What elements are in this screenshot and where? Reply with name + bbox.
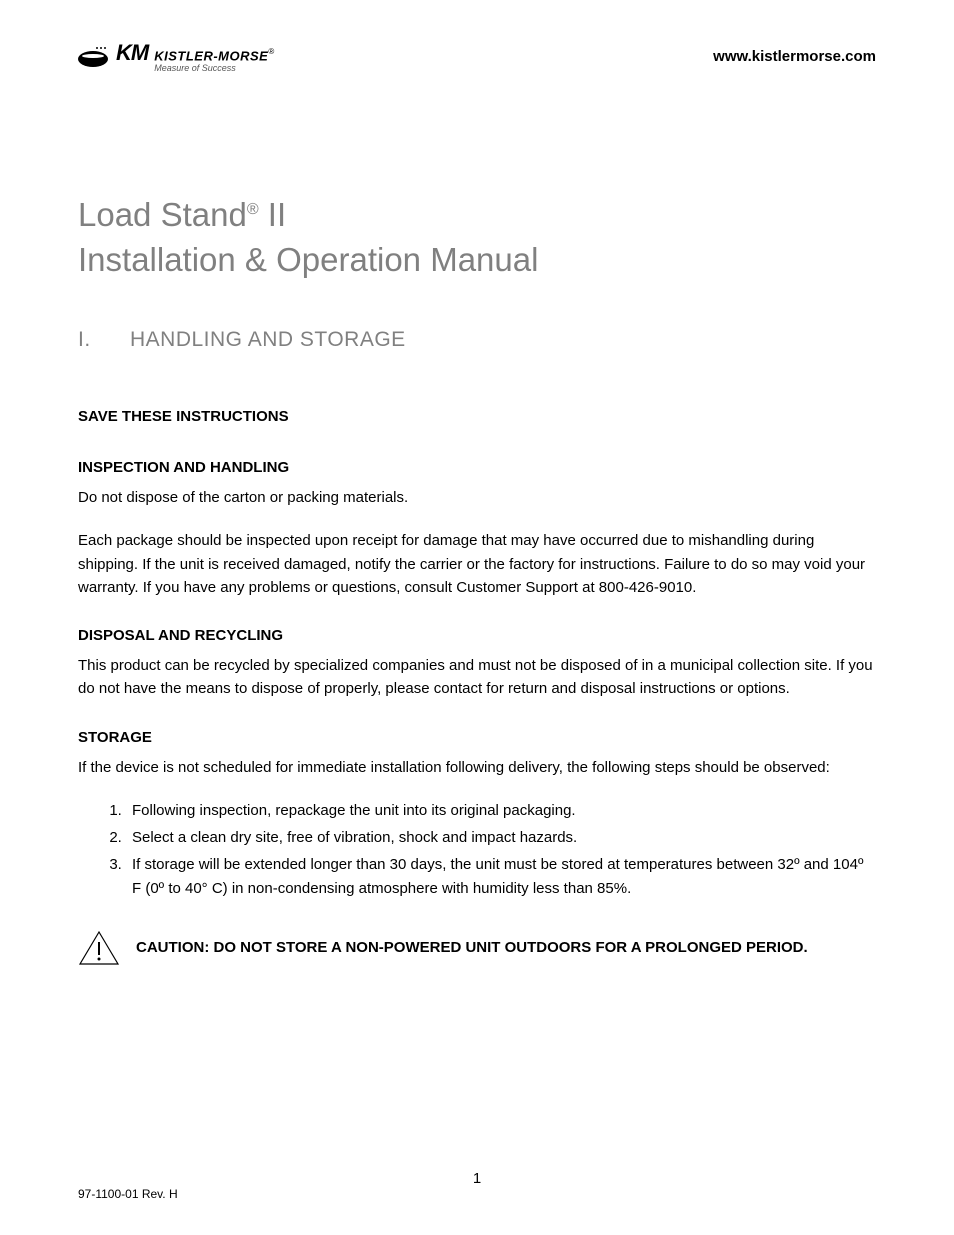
- storage-intro: If the device is not scheduled for immed…: [78, 756, 876, 779]
- page-header: KM KISTLER-MORSE® Measure of Success www…: [78, 40, 876, 73]
- disposal-para-1: This product can be recycled by speciali…: [78, 654, 876, 701]
- title-line1-pre: Load Stand: [78, 196, 247, 233]
- logo-brand-name: KISTLER-MORSE: [154, 48, 268, 63]
- logo-mark-icon: [78, 47, 108, 67]
- logo-km: KM: [116, 40, 148, 66]
- page-footer: 1 97-1100-01 Rev. H: [78, 1170, 876, 1187]
- caution-text: CAUTION: DO NOT STORE A NON-POWERED UNIT…: [136, 939, 808, 956]
- storage-heading: STORAGE: [78, 729, 876, 746]
- document-title: Load Stand® II Installation & Operation …: [78, 193, 876, 282]
- list-item: If storage will be extended longer than …: [126, 853, 876, 900]
- page-number: 1: [78, 1170, 876, 1187]
- save-instructions-heading: SAVE THESE INSTRUCTIONS: [78, 408, 876, 425]
- registered-mark: ®: [268, 47, 274, 56]
- title-line2: Installation & Operation Manual: [78, 241, 538, 278]
- disposal-heading: DISPOSAL AND RECYCLING: [78, 627, 876, 644]
- document-revision: 97-1100-01 Rev. H: [78, 1187, 178, 1201]
- caution-block: CAUTION: DO NOT STORE A NON-POWERED UNIT…: [78, 930, 876, 966]
- warning-triangle-icon: [78, 930, 120, 966]
- list-item: Following inspection, repackage the unit…: [126, 799, 876, 822]
- logo-tagline: Measure of Success: [154, 64, 274, 73]
- list-item: Select a clean dry site, free of vibrati…: [126, 826, 876, 849]
- title-line1-post: II: [259, 196, 287, 233]
- inspection-para-1: Do not dispose of the carton or packing …: [78, 486, 876, 509]
- inspection-para-2: Each package should be inspected upon re…: [78, 529, 876, 599]
- storage-steps-list: Following inspection, repackage the unit…: [126, 799, 876, 900]
- website-url: www.kistlermorse.com: [713, 48, 876, 65]
- section-heading: I.HANDLING AND STORAGE: [78, 328, 876, 352]
- section-label: HANDLING AND STORAGE: [130, 328, 406, 351]
- title-registered: ®: [247, 201, 259, 218]
- brand-logo: KM KISTLER-MORSE® Measure of Success: [78, 40, 274, 73]
- section-number: I.: [78, 328, 130, 352]
- logo-text: KM KISTLER-MORSE® Measure of Success: [116, 40, 274, 73]
- inspection-heading: INSPECTION AND HANDLING: [78, 459, 876, 476]
